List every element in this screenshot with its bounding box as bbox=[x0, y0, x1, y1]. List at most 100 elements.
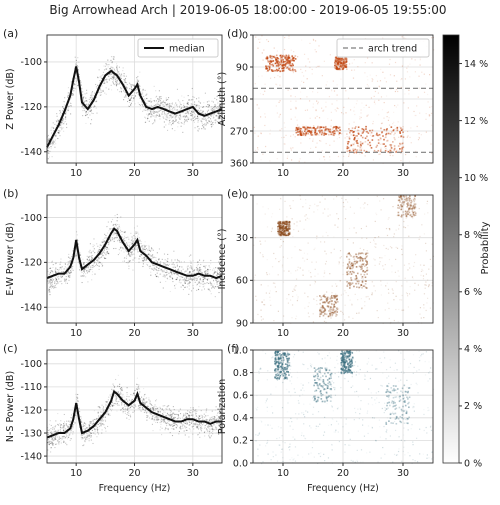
density-point bbox=[169, 275, 171, 277]
density-point bbox=[131, 394, 133, 396]
density-point bbox=[114, 232, 116, 234]
density-point bbox=[154, 264, 156, 267]
density-point bbox=[184, 286, 186, 289]
density-point bbox=[146, 414, 148, 417]
density-point bbox=[170, 112, 172, 114]
density-point bbox=[67, 109, 69, 112]
density-point bbox=[179, 427, 181, 429]
density-point bbox=[206, 278, 208, 280]
density-point bbox=[153, 105, 155, 107]
density-point bbox=[206, 408, 208, 410]
density-point bbox=[197, 416, 199, 418]
density-point bbox=[91, 91, 94, 93]
density-cell bbox=[349, 149, 351, 152]
density-point bbox=[157, 410, 159, 412]
density-point bbox=[197, 129, 199, 131]
density-point bbox=[178, 260, 180, 262]
density-cell bbox=[345, 58, 348, 60]
density-point bbox=[104, 419, 106, 421]
density-point bbox=[125, 243, 127, 245]
density-cell bbox=[324, 125, 327, 128]
density-point bbox=[134, 237, 136, 240]
density-point bbox=[124, 77, 127, 80]
density-point bbox=[90, 109, 93, 111]
density-point bbox=[85, 100, 87, 102]
density-point bbox=[55, 283, 57, 285]
density-cell bbox=[272, 69, 275, 72]
density-cell bbox=[324, 126, 327, 129]
density-point bbox=[188, 428, 190, 430]
density-point bbox=[219, 284, 221, 286]
density-point bbox=[218, 410, 220, 412]
density-point bbox=[68, 253, 70, 255]
density-point bbox=[107, 252, 110, 254]
y-tick-label: -120 bbox=[20, 258, 42, 269]
density-point bbox=[185, 415, 188, 417]
density-point bbox=[174, 266, 177, 268]
density-point bbox=[174, 130, 176, 132]
density-point bbox=[103, 409, 105, 411]
density-point bbox=[192, 414, 194, 416]
density-point bbox=[54, 438, 56, 440]
density-point bbox=[188, 278, 191, 281]
density-point bbox=[204, 278, 206, 280]
density-point bbox=[156, 95, 158, 97]
density-point bbox=[197, 125, 199, 127]
density-point bbox=[151, 418, 153, 420]
density-point bbox=[213, 272, 215, 274]
density-cell bbox=[390, 147, 393, 150]
density-point bbox=[72, 426, 74, 428]
density-point bbox=[54, 438, 56, 440]
density-point bbox=[218, 416, 220, 418]
density-point bbox=[59, 124, 61, 126]
density-point bbox=[197, 418, 199, 420]
density-point bbox=[165, 104, 167, 106]
density-point bbox=[170, 413, 172, 415]
density-cell bbox=[282, 69, 285, 72]
density-point bbox=[181, 276, 183, 278]
density-point bbox=[200, 426, 202, 429]
density-point bbox=[198, 289, 200, 291]
density-point bbox=[214, 106, 216, 108]
density-point bbox=[167, 428, 169, 430]
density-point bbox=[178, 266, 181, 268]
density-point bbox=[216, 271, 218, 273]
density-cell bbox=[275, 58, 278, 61]
density-point bbox=[57, 438, 60, 440]
density-point bbox=[130, 240, 132, 242]
density-point bbox=[100, 253, 102, 255]
density-point bbox=[146, 102, 148, 104]
density-point bbox=[149, 105, 151, 107]
density-point bbox=[57, 130, 59, 132]
density-cell bbox=[271, 63, 274, 66]
x-tick-label: 10 bbox=[70, 328, 82, 339]
density-point bbox=[48, 443, 51, 446]
density-cell bbox=[270, 55, 273, 58]
density-point bbox=[61, 271, 63, 273]
density-point bbox=[76, 79, 78, 81]
density-cell bbox=[327, 128, 330, 131]
density-point bbox=[207, 115, 209, 117]
density-point bbox=[63, 278, 66, 280]
density-point bbox=[90, 94, 92, 96]
density-cell bbox=[285, 54, 288, 57]
density-point bbox=[133, 392, 135, 394]
density-point bbox=[214, 409, 217, 411]
density-point bbox=[214, 103, 216, 106]
density-point bbox=[159, 281, 161, 283]
density-point bbox=[164, 405, 166, 407]
density-cell bbox=[384, 149, 387, 152]
density-cell bbox=[365, 128, 367, 130]
density-cell bbox=[355, 151, 358, 154]
density-cell bbox=[267, 61, 270, 63]
density-point bbox=[194, 103, 196, 105]
density-cell bbox=[357, 126, 360, 129]
density-point bbox=[157, 407, 159, 409]
density-point bbox=[140, 254, 142, 256]
density-point bbox=[183, 415, 185, 417]
density-point bbox=[218, 116, 220, 118]
density-point bbox=[136, 400, 138, 402]
density-cell bbox=[279, 58, 281, 60]
density-point bbox=[197, 426, 199, 428]
density-point bbox=[204, 273, 207, 275]
